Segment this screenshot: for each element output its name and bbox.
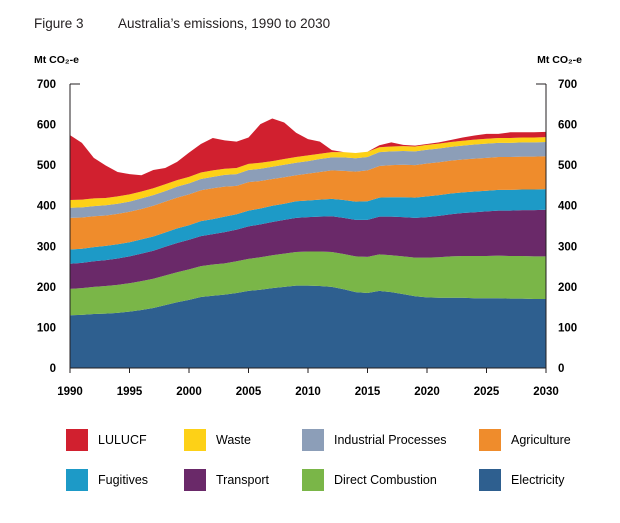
area-electricity bbox=[70, 285, 546, 368]
x-tick-label: 2020 bbox=[414, 386, 440, 398]
legend-label-fugitives: Fugitives bbox=[98, 473, 148, 487]
axes-layer: 0 0 100 100 200 200 300 300 400 400 500 500 600 600 70… bbox=[34, 54, 582, 398]
y-tick-left-label: 200 bbox=[37, 282, 56, 294]
y-tick-left-label: 400 bbox=[37, 201, 56, 213]
y-tick-left-label: 700 bbox=[37, 79, 56, 91]
y-tick-left-label: 500 bbox=[37, 160, 56, 172]
legend-label-transport: Transport bbox=[216, 473, 270, 487]
x-tick-label: 2000 bbox=[176, 386, 202, 398]
y-tick-left-label: 600 bbox=[37, 120, 56, 132]
legend-swatch-direct-combustion bbox=[302, 469, 324, 491]
x-tick-label: 2025 bbox=[474, 386, 500, 398]
area-direct-combustion bbox=[70, 251, 546, 316]
figure-header: Figure 3 Australia’s emissions, 1990 to 2… bbox=[34, 16, 330, 31]
legend: LULUCF Waste Industrial Processes Agricultu… bbox=[66, 429, 571, 491]
y-tick-right-label: 200 bbox=[558, 282, 577, 294]
legend-label-agriculture: Agriculture bbox=[511, 433, 571, 447]
y-tick-right-label: 700 bbox=[558, 79, 577, 91]
y-tick-right-label: 400 bbox=[558, 201, 577, 213]
y-tick-right-label: 600 bbox=[558, 120, 577, 132]
legend-swatch-agriculture bbox=[479, 429, 501, 451]
x-tick-label: 1990 bbox=[57, 386, 83, 398]
y-axis-left-unit: Mt CO₂-e bbox=[34, 54, 79, 66]
y-tick-right-label: 300 bbox=[558, 241, 577, 253]
y-axis-right-unit: Mt CO₂-e bbox=[537, 54, 582, 66]
y-tick-right-label: 500 bbox=[558, 160, 577, 172]
legend-label-lulucf: LULUCF bbox=[98, 433, 147, 447]
area-fugitives bbox=[70, 189, 546, 264]
area-layer bbox=[70, 118, 546, 368]
legend-label-direct-combustion: Direct Combustion bbox=[334, 473, 437, 487]
legend-swatch-fugitives bbox=[66, 469, 88, 491]
legend-swatch-industrial-processes bbox=[302, 429, 324, 451]
area-industrial-processes bbox=[70, 142, 546, 218]
figure-number: Figure 3 bbox=[34, 16, 84, 31]
area-lulucf bbox=[70, 118, 546, 201]
y-tick-left-label: 300 bbox=[37, 241, 56, 253]
legend-label-waste: Waste bbox=[216, 433, 251, 447]
x-tick-label: 2005 bbox=[236, 386, 262, 398]
chart-title: Australia’s emissions, 1990 to 2030 bbox=[118, 16, 331, 31]
y-tick-left-label: 0 bbox=[50, 363, 56, 375]
y-tick-left-label: 100 bbox=[37, 322, 56, 334]
legend-swatch-waste bbox=[184, 429, 206, 451]
x-tick-label: 2015 bbox=[355, 386, 381, 398]
legend-label-electricity: Electricity bbox=[511, 473, 565, 487]
legend-swatch-electricity bbox=[479, 469, 501, 491]
legend-swatch-transport bbox=[184, 469, 206, 491]
area-agriculture bbox=[70, 156, 546, 250]
area-transport bbox=[70, 209, 546, 289]
x-tick-label: 2030 bbox=[533, 386, 559, 398]
x-tick-label: 2010 bbox=[295, 386, 321, 398]
area-waste bbox=[70, 137, 546, 208]
legend-label-industrial-processes: Industrial Processes bbox=[334, 433, 447, 447]
legend-swatch-lulucf bbox=[66, 429, 88, 451]
x-tick-label: 1995 bbox=[117, 386, 143, 398]
y-tick-right-label: 0 bbox=[558, 363, 564, 375]
y-tick-right-label: 100 bbox=[558, 322, 577, 334]
